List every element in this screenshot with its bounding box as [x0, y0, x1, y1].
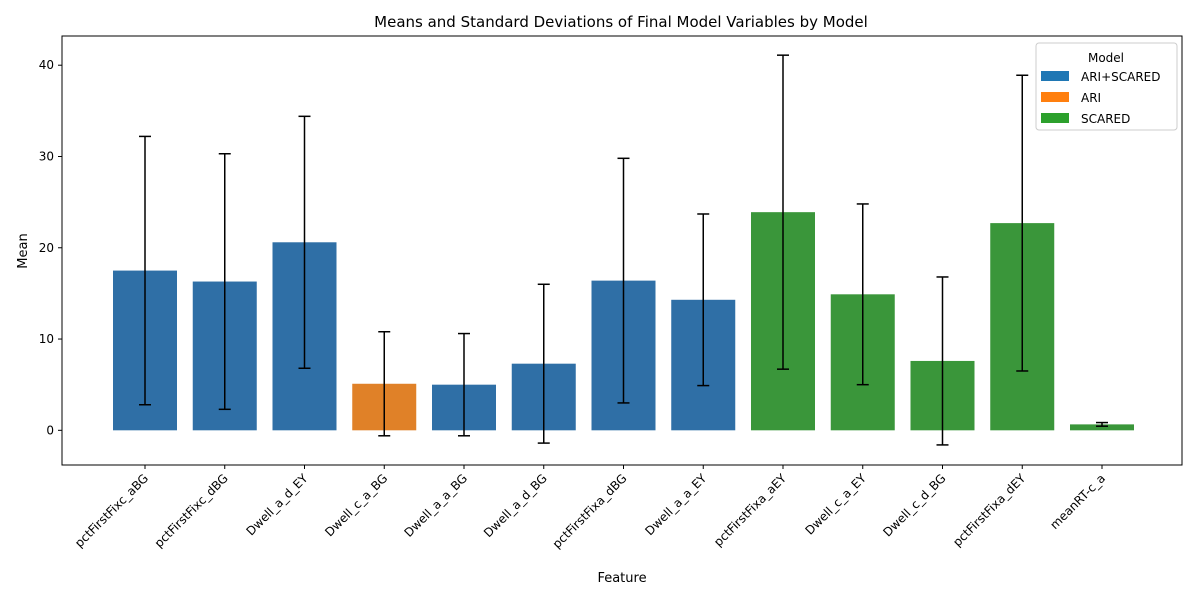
- y-tick-label: 20: [39, 241, 54, 255]
- x-tick-label-dwell-a-a-bg: Dwell_a_a_BG: [401, 471, 470, 540]
- error-bar-pctfirstfixa-dbg: [617, 157, 630, 404]
- chart-title: Means and Standard Deviations of Final M…: [374, 13, 868, 31]
- error-bar-dwell-c-a-bg: [378, 330, 391, 437]
- x-tick-label-dwell-a-a-ey: Dwell_a_a_EY: [642, 471, 709, 538]
- legend-swatch-scared: [1041, 113, 1069, 123]
- x-tick-label-pctfirstfixa-aey: pctFirstFixa_aEY: [711, 471, 789, 549]
- y-tick-label: 40: [39, 58, 54, 72]
- x-tick-label-pctfirstfixa-dey: pctFirstFixa_dEY: [950, 471, 1029, 550]
- error-bar-dwell-a-a-bg: [458, 332, 470, 437]
- legend-label-ari-scared: ARI+SCARED: [1081, 70, 1161, 84]
- bar-meanrt-c-a: [1070, 424, 1134, 431]
- legend-label-ari: ARI: [1081, 91, 1101, 105]
- x-tick-label-dwell-c-d-bg: Dwell_c_d_BG: [880, 471, 948, 539]
- error-bar-pctfirstfixa-aey: [777, 54, 789, 370]
- error-bar-pctfirstfixc-abg: [139, 135, 151, 406]
- x-tick-label-dwell-a-d-bg: Dwell_a_d_BG: [481, 471, 550, 540]
- x-tick-label-meanrt-c-a: meanRT-c_a: [1047, 471, 1108, 532]
- x-axis-label: Feature: [597, 571, 646, 586]
- legend-title: Model: [1088, 51, 1124, 65]
- y-axis: 0 10 20 30 40: [39, 58, 62, 437]
- x-tick-label-pctfirstfixa-dbg: pctFirstFixa_dBG: [550, 471, 630, 551]
- plot-frame: [61, 35, 1183, 466]
- x-tick-label-dwell-a-d-ey: Dwell_a_d_EY: [243, 471, 311, 539]
- legend-swatch-ari: [1041, 92, 1069, 102]
- error-bar-dwell-a-d-bg: [537, 283, 550, 444]
- x-tick-label-dwell-c-a-ey: Dwell_c_a_EY: [802, 471, 869, 538]
- error-bar-dwell-a-d-ey: [298, 115, 311, 369]
- x-tick-label-pctfirstfixc-dbg: pctFirstFixc_dBG: [152, 471, 231, 550]
- error-bar-dwell-c-a-ey: [856, 203, 869, 386]
- legend: Model ARI+SCARED ARI SCARED: [1035, 42, 1178, 131]
- error-bar-pctfirstfixa-dey: [1016, 74, 1029, 372]
- x-tick-label-dwell-c-a-bg: Dwell_c_a_BG: [322, 471, 390, 539]
- plot-area: [113, 54, 1134, 446]
- error-bar-dwell-a-a-ey: [697, 213, 710, 387]
- error-bar-meanrt-c-a: [1096, 421, 1108, 427]
- y-tick-label: 30: [39, 149, 54, 163]
- x-tick-label-pctfirstfixc-abg: pctFirstFixc_aBG: [72, 471, 151, 550]
- error-bar-pctfirstfixc-dbg: [218, 152, 231, 411]
- y-tick-label: 0: [46, 423, 54, 437]
- y-tick-label: 10: [39, 332, 54, 346]
- x-axis: pctFirstFixc_aBG pctFirstFixc_dBG Dwell_a_…: [72, 465, 1108, 551]
- legend-label-scared: SCARED: [1081, 112, 1130, 126]
- y-axis-label: Mean: [16, 233, 31, 268]
- legend-swatch-ari-scared: [1041, 71, 1069, 81]
- error-bar-dwell-c-d-bg: [936, 276, 949, 446]
- legend-frame: [1035, 42, 1178, 131]
